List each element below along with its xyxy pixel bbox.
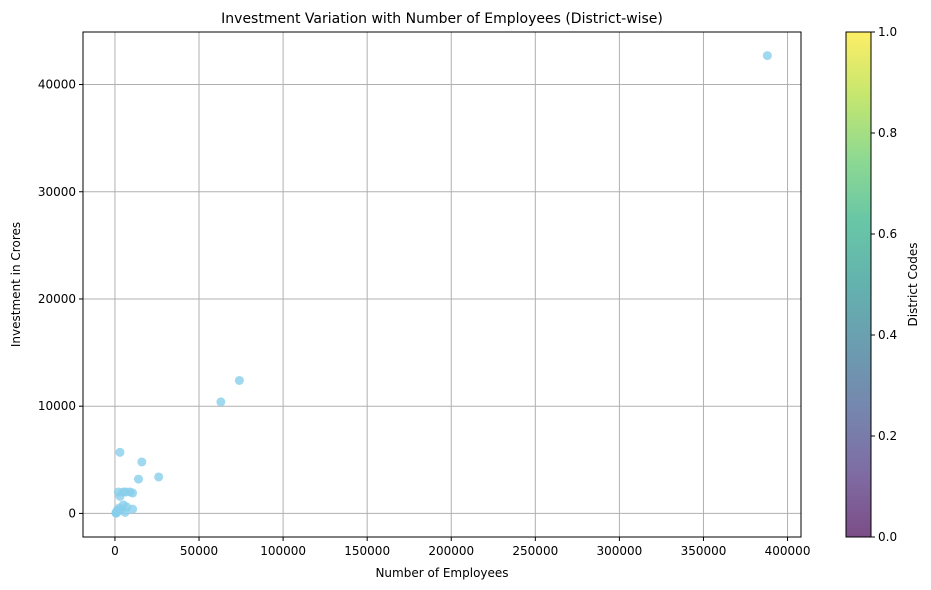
data-point [128, 504, 138, 514]
x-axis-label: Number of Employees [375, 566, 508, 580]
colorbar-tick-label: 0.2 [878, 429, 897, 443]
plot-area-frame [82, 31, 802, 538]
data-point [154, 472, 164, 482]
y-axis-label: Investment in Crores [9, 222, 23, 347]
x-tick-label: 100000 [260, 544, 306, 558]
data-point [115, 447, 125, 457]
colorbar-tick-label: 0.8 [878, 126, 897, 140]
data-point [762, 51, 772, 61]
grid-lines [83, 32, 801, 537]
y-tick-label: 10000 [38, 399, 76, 413]
colorbar-tick-label: 0.6 [878, 227, 897, 241]
data-point [137, 457, 147, 467]
y-tick-label: 40000 [38, 78, 76, 92]
x-tick-label: 150000 [344, 544, 390, 558]
colorbar-frame [845, 31, 872, 538]
data-point [234, 375, 244, 385]
x-tick-label: 250000 [512, 544, 558, 558]
y-axis-ticks: 0 10000 20000 30000 40000 [38, 78, 83, 520]
x-tick-label: 50000 [180, 544, 218, 558]
colorbar [846, 32, 871, 537]
x-tick-label: 350000 [681, 544, 727, 558]
y-tick-label: 30000 [38, 185, 76, 199]
x-tick-label: 200000 [428, 544, 474, 558]
y-tick-label: 20000 [38, 292, 76, 306]
colorbar-ticks: 0.0 0.2 0.4 0.6 0.8 1.0 [871, 25, 897, 544]
data-point [115, 491, 125, 501]
data-point [111, 508, 121, 518]
colorbar-tick-label: 0.0 [878, 530, 897, 544]
data-points [111, 51, 772, 518]
colorbar-tick-label: 0.4 [878, 328, 897, 342]
colorbar-tick-label: 1.0 [878, 25, 897, 39]
x-axis-ticks: 0 50000 100000 150000 200000 250000 300000 3500… [111, 537, 810, 558]
data-point [216, 397, 226, 407]
y-tick-label: 0 [68, 506, 76, 520]
data-point [133, 474, 143, 484]
data-point [128, 488, 138, 498]
x-tick-label: 400000 [765, 544, 811, 558]
colorbar-label: District Codes [906, 243, 920, 327]
x-tick-label: 0 [111, 544, 119, 558]
x-tick-label: 300000 [596, 544, 642, 558]
data-point [120, 507, 130, 517]
chart-title: Investment Variation with Number of Empl… [221, 11, 663, 27]
